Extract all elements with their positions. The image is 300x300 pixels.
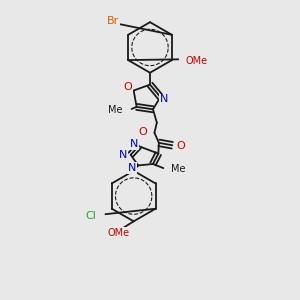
Text: O: O xyxy=(123,82,132,92)
Text: OMe: OMe xyxy=(108,228,130,238)
Text: N: N xyxy=(160,94,169,104)
Text: N: N xyxy=(118,150,127,160)
Text: N: N xyxy=(130,139,139,149)
Text: Me: Me xyxy=(108,105,123,115)
Text: OMe: OMe xyxy=(186,56,208,66)
Text: Cl: Cl xyxy=(85,211,96,221)
Text: Me: Me xyxy=(171,164,185,174)
Text: O: O xyxy=(138,127,147,136)
Text: Br: Br xyxy=(107,16,119,26)
Text: N: N xyxy=(128,163,136,173)
Text: O: O xyxy=(177,141,185,151)
